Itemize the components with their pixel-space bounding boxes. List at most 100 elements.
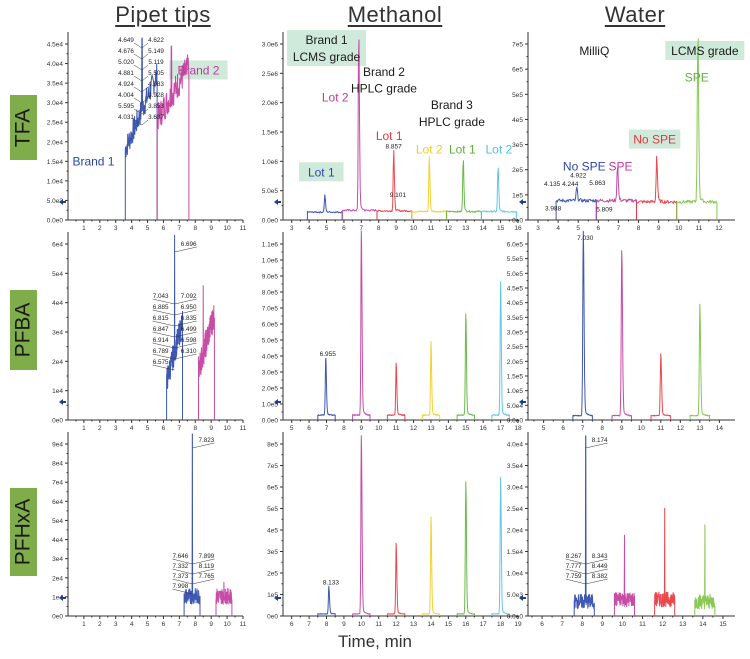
peak-label: 4.983 — [148, 81, 164, 88]
peak-label: 8.267 — [566, 553, 582, 560]
annotation-box — [628, 129, 681, 149]
peak-label-leader — [133, 86, 143, 93]
y-tick-label: 0e0 — [52, 418, 63, 425]
peak-label-leader — [192, 578, 215, 585]
x-tick-label: 8 — [342, 425, 346, 432]
peak-label: 7.823 — [199, 437, 215, 444]
peak-label-leader — [133, 108, 143, 115]
y-tick-label: 2.5e5 — [507, 344, 524, 351]
x-tick-label: 13 — [679, 621, 687, 628]
y-tick-label: 1.0e6 — [262, 159, 279, 166]
panel-tfa-methanol: 0.0e0 5.0e5 1.0e6 1.5e6 2.0e6 2.5e6 3.0e6 3 4 5 6 7… — [262, 30, 522, 232]
series-trace — [491, 281, 510, 420]
series-trace — [352, 435, 371, 616]
peak-label: 4.649 — [118, 37, 134, 44]
x-tick-label: 11 — [428, 225, 435, 232]
column-title-water: Water — [604, 2, 666, 27]
y-tick-label: 4.5e5 — [507, 286, 524, 293]
x-tick-label: 12 — [445, 225, 453, 232]
y-tick-label: 1e4 — [52, 388, 63, 395]
series-trace — [166, 234, 183, 420]
series-trace — [421, 516, 441, 616]
series-trace — [386, 362, 406, 420]
peak-label: 4.031 — [118, 114, 134, 121]
peak-label: 6.499 — [181, 326, 197, 333]
x-tick-label: 5 — [146, 425, 150, 432]
x-tick-label: 17 — [497, 425, 505, 432]
x-tick-label: 16 — [480, 425, 488, 432]
peak-label: 3.637 — [148, 114, 164, 121]
annotation-label: Brand 2 — [363, 65, 405, 79]
y-tick-label: 7e4 — [52, 480, 63, 487]
x-tick-label: 9 — [601, 621, 605, 628]
annotation-label: LCMS grade — [671, 44, 739, 58]
x-tick-label: 7 — [178, 225, 182, 232]
x-tick-label: 8 — [325, 621, 329, 628]
peak-label-leader — [152, 320, 175, 327]
x-tick-label: 16 — [514, 225, 522, 232]
annotation-label: Lot 1 — [308, 165, 335, 179]
series-trace — [555, 186, 597, 220]
series-trace — [676, 38, 718, 220]
baseline-marker-icon — [59, 399, 66, 405]
y-tick-label: 8.0e5 — [262, 290, 279, 297]
x-tick-label: 14 — [716, 425, 724, 432]
y-tick-label: 4.0e4 — [507, 442, 524, 449]
x-tick-label: 6 — [342, 225, 346, 232]
x-tick-label: 6 — [597, 225, 601, 232]
x-tick-label: 9 — [394, 225, 398, 232]
x-tick-label: 9 — [360, 425, 364, 432]
peak-label-leader — [152, 331, 175, 338]
peak-label-leader — [585, 558, 608, 565]
x-tick-label: 15 — [445, 621, 453, 628]
peak-label-leader — [133, 53, 143, 60]
x-tick-label: 10 — [410, 225, 418, 232]
x-tick-label: 6 — [162, 621, 166, 628]
x-tick-label: 5 — [290, 425, 294, 432]
row-label-pfba: PFBA — [10, 290, 37, 370]
series-trace — [352, 230, 371, 420]
x-tick-label: 2 — [98, 621, 102, 628]
x-tick-label: 3 — [536, 225, 540, 232]
peak-label: 6.575 — [153, 359, 169, 366]
y-tick-label: 5e5 — [512, 92, 523, 99]
annotation-label: MilliQ — [579, 44, 609, 58]
y-tick-label: 4.0e5 — [507, 300, 524, 307]
peak-label: 6.815 — [153, 315, 169, 322]
peak-label: 6.950 — [181, 304, 197, 311]
baseline-marker-icon — [59, 595, 66, 601]
peak-label: 5.149 — [148, 48, 164, 55]
y-tick-label: 4e4 — [52, 537, 63, 544]
x-tick-label: 6 — [162, 225, 166, 232]
x-tick-label: 13 — [410, 621, 418, 628]
peak-label: 6.598 — [181, 337, 197, 344]
x-tick-label: 3 — [114, 225, 118, 232]
x-tick-label: 1 — [82, 621, 86, 628]
peak-label: 4.922 — [570, 173, 587, 180]
y-tick-label: 0.0e0 — [47, 218, 64, 225]
peak-label-leader — [192, 558, 215, 565]
x-tick-label: 2 — [98, 425, 102, 432]
panel-pfhxa-water: 0.0e0 5.0e3 1.0e4 1.5e4 2.0e4 2.5e4 3.0e4 3.5e4… — [507, 432, 735, 628]
peak-label-leader — [133, 75, 143, 82]
baseline-marker-icon — [519, 399, 526, 405]
y-tick-label: 2.5e4 — [47, 120, 64, 127]
series-trace — [446, 160, 482, 220]
x-tick-label: 10 — [638, 425, 646, 432]
x-tick-label: 1 — [82, 425, 86, 432]
peak-label-leader — [133, 119, 143, 126]
y-tick-label: 2.0e4 — [507, 528, 524, 535]
panel-pfba-pipet: 0e0 1e4 2e4 3e4 4e4 5e4 6e4 1 2 3 4 5 6 7 8 9 10 11 6.696 7… — [52, 232, 247, 432]
series-trace — [341, 39, 378, 220]
peak-label-leader — [152, 353, 175, 360]
peak-label: 3.928 — [148, 92, 164, 99]
peak-label: 6.789 — [153, 348, 169, 355]
y-tick-label: 3e4 — [52, 556, 63, 563]
baseline-marker-icon — [519, 199, 526, 205]
peak-label-leader — [565, 578, 586, 585]
annotation-label: HPLC grade — [419, 115, 485, 129]
x-tick-label: 18 — [514, 425, 522, 432]
peak-label: 4.924 — [118, 81, 134, 88]
annotation-label: Brand 1 — [72, 154, 114, 168]
x-tick-label: 10 — [375, 425, 383, 432]
